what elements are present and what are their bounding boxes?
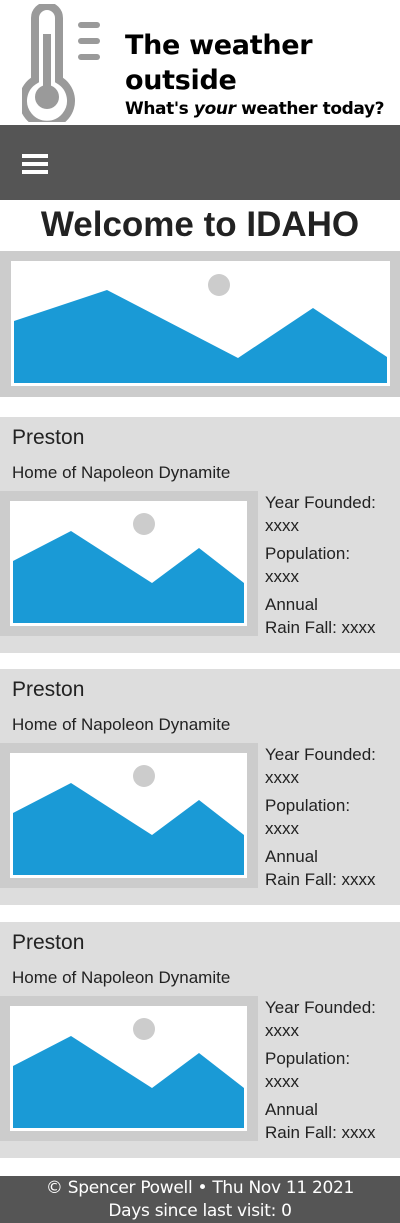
tagline-text: What's xyxy=(125,99,194,119)
city-card: Preston Home of Napoleon Dynamite Year F… xyxy=(0,417,400,653)
page-title: Welcome to IDAHO xyxy=(40,205,360,244)
city-image-frame xyxy=(0,996,258,1141)
founded-value: xxxx xyxy=(265,1021,299,1040)
city-facts: Year Founded: xxxx Population: xxxx Annual… xyxy=(265,491,397,644)
population-value: xxxx xyxy=(265,567,299,586)
copyright-text: © Spencer Powell • Thu Nov 11 2021 xyxy=(45,1178,355,1198)
population-label: Population: xyxy=(265,544,351,563)
landscape-placeholder-icon xyxy=(10,753,247,878)
site-header: The weather outside What's your weather … xyxy=(0,0,400,125)
landscape-placeholder-icon xyxy=(10,501,247,626)
city-card: Preston Home of Napoleon Dynamite Year F… xyxy=(0,669,400,905)
rainfall-label: Annual xyxy=(265,595,318,614)
city-name: Preston xyxy=(12,931,85,954)
city-tagline: Home of Napoleon Dynamite xyxy=(12,715,231,734)
city-image-frame xyxy=(0,743,258,888)
rainfall-value: Rain Fall: xxxx xyxy=(265,618,376,637)
landscape-placeholder-icon xyxy=(10,1006,247,1131)
tagline-text: weather today? xyxy=(235,99,385,119)
city-card: Preston Home of Napoleon Dynamite Year F… xyxy=(0,922,400,1158)
site-footer: © Spencer Powell • Thu Nov 11 2021 Days … xyxy=(0,1176,400,1223)
last-visit-text: Days since last visit: 0 xyxy=(108,1201,292,1221)
city-name: Preston xyxy=(12,426,85,449)
city-facts: Year Founded: xxxx Population: xxxx Annual… xyxy=(265,743,397,896)
city-facts: Year Founded: xxxx Population: xxxx Annual… xyxy=(265,996,397,1149)
city-tagline: Home of Napoleon Dynamite xyxy=(12,968,231,987)
landscape-placeholder-icon xyxy=(11,261,390,386)
site-tagline: What's your weather today? xyxy=(125,99,385,119)
population-label: Population: xyxy=(265,796,351,815)
nav-bar xyxy=(0,125,400,200)
rainfall-value: Rain Fall: xxxx xyxy=(265,870,376,889)
founded-value: xxxx xyxy=(265,516,299,535)
hero-banner xyxy=(0,251,400,397)
founded-label: Year Founded: xyxy=(265,493,376,512)
hamburger-menu-icon[interactable] xyxy=(22,154,48,175)
rainfall-label: Annual xyxy=(265,1100,318,1119)
site-title: The weather outside xyxy=(125,30,313,96)
thermometer-icon xyxy=(22,4,100,122)
founded-label: Year Founded: xyxy=(265,998,376,1017)
city-image-frame xyxy=(0,491,258,636)
tagline-emphasis: your xyxy=(193,99,236,119)
city-name: Preston xyxy=(12,678,85,701)
city-tagline: Home of Napoleon Dynamite xyxy=(12,463,231,482)
founded-label: Year Founded: xyxy=(265,745,376,764)
population-value: xxxx xyxy=(265,1072,299,1091)
population-label: Population: xyxy=(265,1049,351,1068)
founded-value: xxxx xyxy=(265,768,299,787)
rainfall-value: Rain Fall: xxxx xyxy=(265,1123,376,1142)
population-value: xxxx xyxy=(265,819,299,838)
rainfall-label: Annual xyxy=(265,847,318,866)
